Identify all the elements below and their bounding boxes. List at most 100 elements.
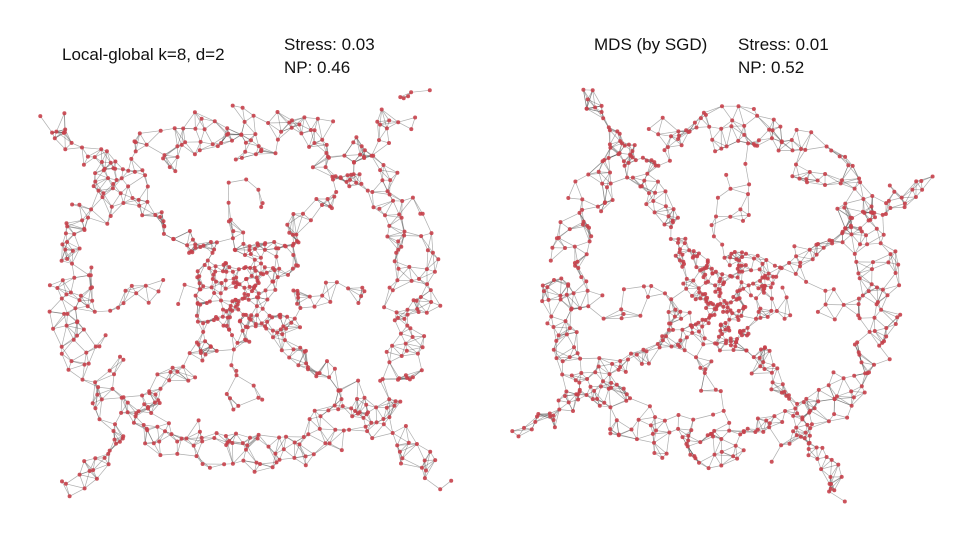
graph-edge — [177, 371, 189, 381]
graph-edge — [843, 378, 852, 392]
graph-edge — [561, 374, 567, 392]
graph-edge — [145, 285, 150, 303]
graph-edge — [408, 266, 412, 281]
graph-edge — [189, 352, 203, 361]
graph-edge — [310, 129, 315, 144]
graph-edge — [268, 437, 280, 447]
graph-edge — [90, 190, 99, 210]
graph-edge — [426, 258, 439, 270]
graph-edge — [66, 241, 80, 249]
graph-edge — [253, 115, 256, 135]
graph-edge — [397, 235, 405, 250]
graph-edge — [209, 463, 225, 469]
graph-edge — [384, 214, 400, 216]
graph-edge — [79, 204, 92, 210]
graph-edge — [226, 375, 237, 395]
graph-edge — [303, 418, 310, 438]
graph-edge — [204, 121, 216, 130]
graph-edge — [217, 134, 228, 147]
graph-edge — [332, 179, 337, 193]
graph-edge — [294, 434, 309, 443]
graph-edge — [123, 202, 140, 207]
graph-edge — [109, 359, 124, 371]
graph-edge — [106, 151, 112, 163]
graph-edge — [400, 463, 422, 469]
graph-edge — [308, 433, 326, 444]
graph-edge — [235, 433, 251, 439]
graph-edge — [321, 121, 334, 140]
graph-edge — [409, 266, 427, 270]
graph-edge — [196, 303, 199, 316]
graph-edge — [610, 177, 628, 184]
graph-edge — [83, 156, 96, 166]
graph-edge — [406, 346, 423, 352]
graph-edge — [243, 460, 255, 473]
graph-edge — [99, 335, 106, 347]
graph-edge — [255, 152, 276, 155]
graph-edge — [93, 173, 96, 187]
graph-edge — [169, 156, 178, 168]
graph-edge — [425, 451, 431, 471]
graph-edge — [283, 442, 295, 450]
graph-edge — [344, 137, 357, 156]
graph-edge — [418, 278, 432, 291]
graph-edge — [743, 115, 758, 127]
graph-edge — [200, 350, 217, 354]
graph-edge — [376, 121, 380, 141]
graph-edge — [170, 371, 189, 381]
graph-edge — [196, 441, 203, 457]
graph-edge — [550, 299, 561, 317]
graph-edge — [268, 446, 277, 463]
graph-edge — [720, 128, 727, 147]
graph-edge — [90, 196, 103, 210]
graph-edge — [61, 481, 70, 497]
graph-edge — [62, 244, 68, 260]
graph-edge — [164, 154, 176, 172]
graph-edge — [111, 202, 124, 208]
graph-edge — [379, 169, 391, 181]
graph-edge — [288, 213, 294, 233]
graph-edge — [416, 289, 432, 302]
graph-edge — [381, 109, 399, 123]
graph-edge — [228, 221, 244, 233]
graph-edge — [101, 397, 122, 400]
graph-edge — [309, 418, 321, 430]
graph-edge — [796, 129, 802, 150]
graph-edge — [876, 287, 879, 303]
left-panel-np: NP: 0.46 — [284, 58, 351, 77]
graph-edge — [201, 118, 215, 122]
graph-edge — [174, 156, 178, 172]
graph-edge — [410, 117, 416, 130]
graph-edge — [64, 132, 72, 144]
graph-edge — [123, 397, 128, 413]
graph-edge — [553, 326, 570, 329]
graph-edge — [228, 133, 242, 136]
graph-edge — [127, 402, 139, 412]
graph-edge — [810, 410, 830, 422]
graph-edge — [416, 443, 431, 453]
graph-edge — [82, 379, 96, 383]
graph-edge — [214, 121, 228, 136]
graph-edge — [305, 454, 315, 466]
graph-edge — [872, 195, 887, 204]
graph-edge — [94, 370, 110, 383]
graph-edge — [94, 156, 106, 169]
graph-edge — [334, 390, 339, 406]
graph-edge — [356, 380, 359, 400]
graph-edge — [88, 346, 97, 364]
graph-edge — [66, 222, 85, 230]
graph-edge — [112, 178, 122, 189]
graph-edge — [139, 133, 147, 145]
graph-edge — [61, 298, 68, 315]
graph-edge — [344, 142, 354, 156]
graph-edge — [392, 425, 407, 434]
graph-edge — [52, 129, 66, 133]
graph-edge — [426, 305, 441, 314]
graph-edge — [49, 298, 63, 312]
graph-edge — [66, 325, 84, 330]
graph-edge — [397, 443, 417, 446]
graph-edge — [182, 366, 189, 381]
graph-edge — [329, 429, 336, 444]
graph-edge — [245, 449, 257, 463]
